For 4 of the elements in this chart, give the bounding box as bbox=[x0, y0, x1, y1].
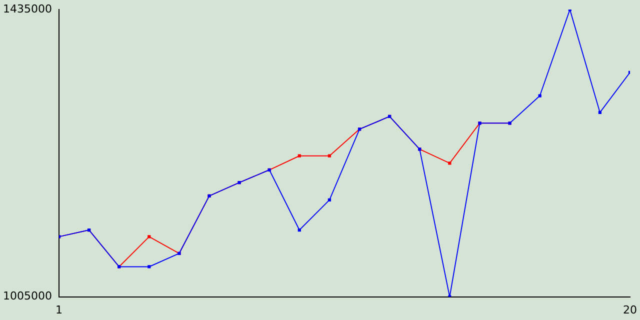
y-tick-label: 1435000 bbox=[2, 2, 52, 16]
y-tick-label: 1005000 bbox=[2, 290, 52, 303]
x-tick-label: 1 bbox=[55, 303, 62, 316]
x-tick-label: 20 bbox=[623, 303, 637, 316]
